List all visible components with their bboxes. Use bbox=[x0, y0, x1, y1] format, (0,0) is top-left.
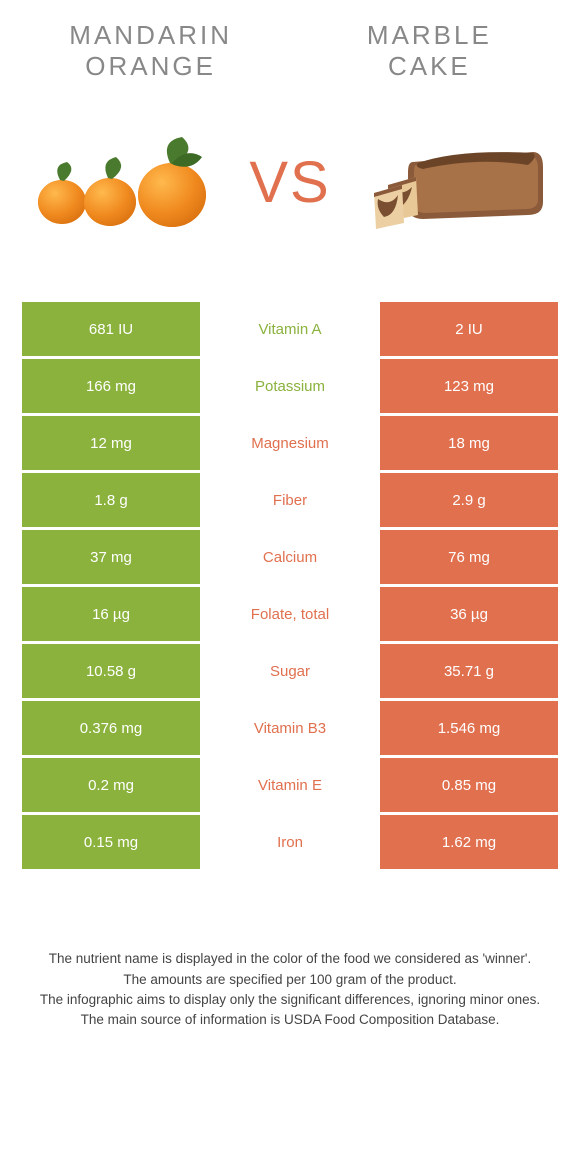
left-value-cell: 37 mg bbox=[22, 530, 200, 584]
nutrient-name-cell: Potassium bbox=[200, 359, 380, 413]
nutrient-name-cell: Folate, total bbox=[200, 587, 380, 641]
left-value-cell: 0.376 mg bbox=[22, 701, 200, 755]
nutrient-name-cell: Magnesium bbox=[200, 416, 380, 470]
footer-line2: The amounts are specified per 100 gram o… bbox=[32, 970, 548, 990]
right-value-cell: 1.62 mg bbox=[380, 815, 558, 869]
left-value-cell: 10.58 g bbox=[22, 644, 200, 698]
right-value-cell: 35.71 g bbox=[380, 644, 558, 698]
right-value-cell: 1.546 mg bbox=[380, 701, 558, 755]
table-row: 12 mgMagnesium18 mg bbox=[22, 416, 558, 470]
footer-line4: The main source of information is USDA F… bbox=[32, 1010, 548, 1030]
vs-label: VS bbox=[249, 149, 330, 216]
footer-line1: The nutrient name is displayed in the co… bbox=[32, 949, 548, 969]
right-value-cell: 76 mg bbox=[380, 530, 558, 584]
right-value-cell: 2 IU bbox=[380, 302, 558, 356]
table-row: 10.58 gSugar35.71 g bbox=[22, 644, 558, 698]
left-title: MANDARIN ORANGE bbox=[22, 20, 279, 82]
right-value-cell: 18 mg bbox=[380, 416, 558, 470]
right-title-line2: CAKE bbox=[301, 51, 558, 82]
left-value-cell: 16 µg bbox=[22, 587, 200, 641]
nutrient-name-cell: Vitamin B3 bbox=[200, 701, 380, 755]
marble-cake-image bbox=[368, 122, 548, 242]
left-title-line1: MANDARIN bbox=[22, 20, 279, 51]
nutrient-name-cell: Fiber bbox=[200, 473, 380, 527]
left-value-cell: 681 IU bbox=[22, 302, 200, 356]
right-title-line1: MARBLE bbox=[301, 20, 558, 51]
left-value-cell: 12 mg bbox=[22, 416, 200, 470]
nutrient-table: 681 IUVitamin A2 IU166 mgPotassium123 mg… bbox=[22, 302, 558, 869]
left-value-cell: 0.15 mg bbox=[22, 815, 200, 869]
table-row: 166 mgPotassium123 mg bbox=[22, 359, 558, 413]
mandarin-orange-image bbox=[32, 122, 212, 242]
titles-row: MANDARIN ORANGE MARBLE CAKE bbox=[22, 20, 558, 82]
nutrient-name-cell: Calcium bbox=[200, 530, 380, 584]
nutrient-name-cell: Vitamin A bbox=[200, 302, 380, 356]
right-value-cell: 123 mg bbox=[380, 359, 558, 413]
table-row: 16 µgFolate, total36 µg bbox=[22, 587, 558, 641]
left-value-cell: 166 mg bbox=[22, 359, 200, 413]
footer-line3: The infographic aims to display only the… bbox=[32, 990, 548, 1010]
table-row: 0.2 mgVitamin E0.85 mg bbox=[22, 758, 558, 812]
nutrient-name-cell: Sugar bbox=[200, 644, 380, 698]
images-row: VS bbox=[22, 122, 558, 242]
left-value-cell: 1.8 g bbox=[22, 473, 200, 527]
right-value-cell: 0.85 mg bbox=[380, 758, 558, 812]
table-row: 0.15 mgIron1.62 mg bbox=[22, 815, 558, 869]
table-row: 1.8 gFiber2.9 g bbox=[22, 473, 558, 527]
left-value-cell: 0.2 mg bbox=[22, 758, 200, 812]
nutrient-name-cell: Iron bbox=[200, 815, 380, 869]
left-title-line2: ORANGE bbox=[22, 51, 279, 82]
right-value-cell: 36 µg bbox=[380, 587, 558, 641]
table-row: 37 mgCalcium76 mg bbox=[22, 530, 558, 584]
footer-notes: The nutrient name is displayed in the co… bbox=[22, 949, 558, 1030]
right-title: MARBLE CAKE bbox=[301, 20, 558, 82]
right-value-cell: 2.9 g bbox=[380, 473, 558, 527]
table-row: 0.376 mgVitamin B31.546 mg bbox=[22, 701, 558, 755]
nutrient-name-cell: Vitamin E bbox=[200, 758, 380, 812]
table-row: 681 IUVitamin A2 IU bbox=[22, 302, 558, 356]
